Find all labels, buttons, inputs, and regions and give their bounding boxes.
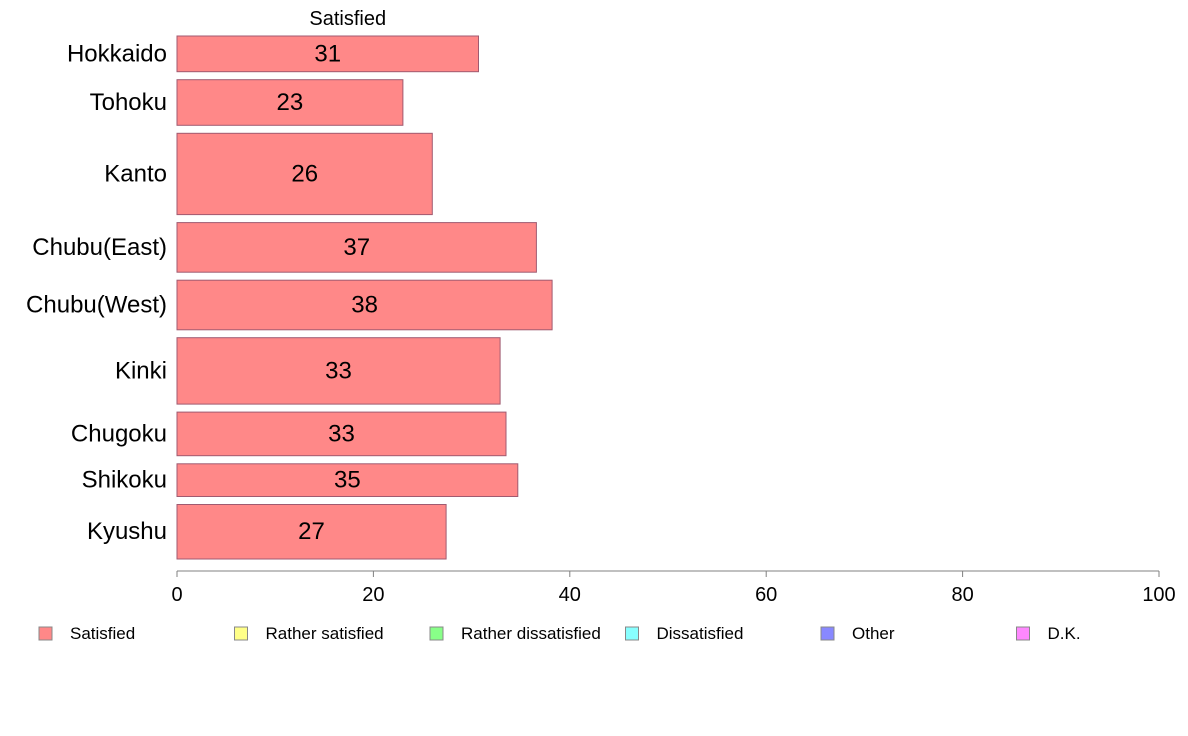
legend-swatch-d-k xyxy=(1016,626,1030,641)
legend-label-rather-satisfied: Rather satisfied xyxy=(266,624,384,643)
category-label-hokkaido: Hokkaido xyxy=(67,40,167,67)
category-label-tohoku: Tohoku xyxy=(90,89,167,116)
x-tick-label: 100 xyxy=(1142,584,1175,606)
bar-chugoku xyxy=(176,411,507,457)
bar-chubu-west xyxy=(176,279,553,331)
x-tick-label: 0 xyxy=(171,584,182,606)
category-label-shikoku: Shikoku xyxy=(82,467,167,494)
value-label-kanto: 26 xyxy=(291,160,318,187)
bar-kanto xyxy=(176,132,433,216)
legend-swatch-other xyxy=(820,626,835,641)
bar-chubu-east xyxy=(176,222,537,273)
value-label-hokkaido: 31 xyxy=(314,40,341,67)
category-label-kinki: Kinki xyxy=(115,357,167,384)
x-axis: 0 20 40 60 80 100 xyxy=(171,570,1176,606)
legend-swatch-satisfied xyxy=(38,626,53,641)
category-label-kyushu: Kyushu xyxy=(87,518,167,545)
bar-tohoku xyxy=(176,79,404,126)
x-tick-label: 60 xyxy=(755,584,777,606)
category-label-chugoku: Chugoku xyxy=(71,421,167,448)
value-label-kyushu: 27 xyxy=(298,518,325,545)
value-label-chubu-east: 37 xyxy=(343,234,370,261)
bar-kinki xyxy=(176,337,501,405)
legend-label-dissatisfied: Dissatisfied xyxy=(657,624,744,643)
value-label-kinki: 33 xyxy=(325,357,352,384)
value-label-tohoku: 23 xyxy=(277,89,304,116)
category-label-chubu-east: Chubu(East) xyxy=(32,234,167,261)
x-tick-label: 40 xyxy=(559,584,581,606)
legend-swatch-dissatisfied xyxy=(625,626,639,641)
legend: Satisfied Rather satisfied Rather dissatis… xyxy=(38,624,1081,643)
bar-kyushu xyxy=(176,504,447,560)
bars-group: Hokkaido 31 Tohoku 23 Kanto 26 Chubu(East) 37 Ch… xyxy=(26,35,553,560)
value-label-chugoku: 33 xyxy=(328,421,355,448)
legend-label-satisfied: Satisfied xyxy=(70,624,135,643)
bar-shikoku xyxy=(176,463,519,497)
x-tick-label: 20 xyxy=(362,584,384,606)
segment-header-label: Satisfied xyxy=(309,8,386,30)
legend-label-rather-dissatisfied: Rather dissatisfied xyxy=(461,624,601,643)
category-label-kanto: Kanto xyxy=(104,160,167,187)
legend-swatch-rather-satisfied xyxy=(234,626,248,641)
legend-label-d-k: D.K. xyxy=(1048,624,1081,643)
legend-swatch-rather-dissatisfied xyxy=(429,626,444,641)
x-tick-label: 80 xyxy=(951,584,973,606)
value-label-chubu-west: 38 xyxy=(351,291,378,318)
bar-hokkaido xyxy=(176,35,479,73)
category-label-chubu-west: Chubu(West) xyxy=(26,291,167,318)
value-label-shikoku: 35 xyxy=(334,467,361,494)
legend-label-other: Other xyxy=(852,624,895,643)
